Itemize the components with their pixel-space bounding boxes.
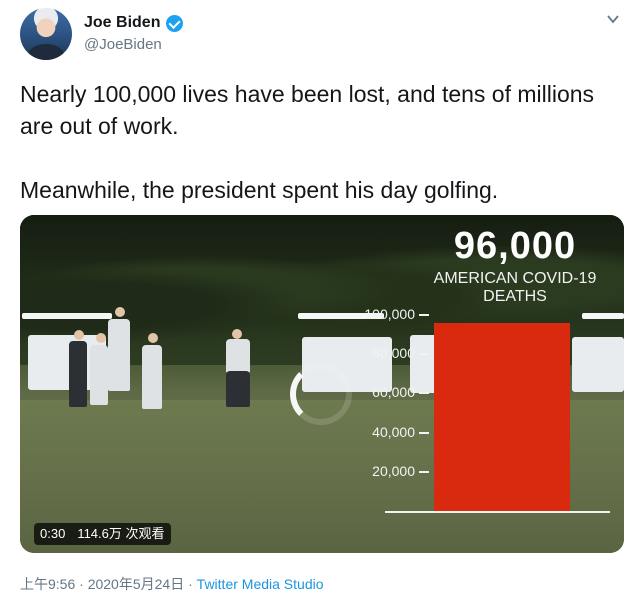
tweet-date[interactable]: 2020年5月24日 <box>87 576 185 592</box>
x-axis-line <box>385 511 610 513</box>
tweet-text-line1: Nearly 100,000 lives have been lost, and… <box>20 81 595 139</box>
meta-separator: · <box>79 576 84 592</box>
chart-title: 96,000 <box>453 225 577 267</box>
y-tick-label: 20,000 <box>372 462 415 479</box>
golf-cart-roof <box>582 313 624 319</box>
view-count: 114.6万 次观看 <box>77 526 165 541</box>
y-tick-label: 100,000 <box>364 306 415 322</box>
tweet-time[interactable]: 上午9:56 <box>20 576 76 592</box>
person <box>108 319 130 391</box>
person-head <box>232 329 242 339</box>
person-head <box>115 307 125 317</box>
avatar[interactable] <box>20 8 72 60</box>
video-stats-overlay: 0:30 114.6万 次观看 <box>34 523 171 545</box>
author-name-row: Joe Biden <box>84 14 184 32</box>
person-head <box>74 330 84 340</box>
tweet-source-link[interactable]: Twitter Media Studio <box>196 576 324 592</box>
person <box>90 345 108 405</box>
bar <box>434 322 570 511</box>
golf-cart-roof <box>298 313 384 319</box>
y-tick-mark <box>419 353 429 356</box>
golf-cart <box>572 337 624 392</box>
meta-separator: · <box>188 576 193 592</box>
golfer-legs <box>226 371 250 407</box>
person-head <box>96 333 106 343</box>
person <box>142 345 162 409</box>
chart-subtitle: AMERICAN COVID-19 DEATHS <box>433 270 597 305</box>
video-duration: 0:30 <box>40 526 66 541</box>
y-tick-label: 80,000 <box>372 345 415 362</box>
tweet-text: Nearly 100,000 lives have been lost, and… <box>20 78 630 206</box>
y-tick-label: 60,000 <box>372 384 415 401</box>
video-player[interactable]: 96,000 AMERICAN COVID-19 DEATHS 20,000 40… <box>20 215 624 553</box>
author-handle[interactable]: @JoeBiden <box>84 36 162 53</box>
loading-spinner-icon <box>290 363 352 425</box>
person <box>69 341 87 407</box>
golfer <box>226 339 250 373</box>
y-tick-label: 40,000 <box>372 423 415 440</box>
golf-cart-roof <box>22 313 112 319</box>
person-head <box>148 333 158 343</box>
y-tick-mark <box>419 431 429 434</box>
author-display-name[interactable]: Joe Biden <box>84 14 161 31</box>
tweet-text-line2: Meanwhile, the president spent his day g… <box>20 177 499 203</box>
y-tick-mark <box>419 314 429 316</box>
chevron-down-icon[interactable] <box>606 12 620 26</box>
tweet-meta: 上午9:56 · 2020年5月24日 · Twitter Media Stud… <box>20 574 324 594</box>
y-tick-mark <box>419 470 429 473</box>
y-tick-mark <box>419 392 429 395</box>
verified-icon <box>166 14 184 32</box>
